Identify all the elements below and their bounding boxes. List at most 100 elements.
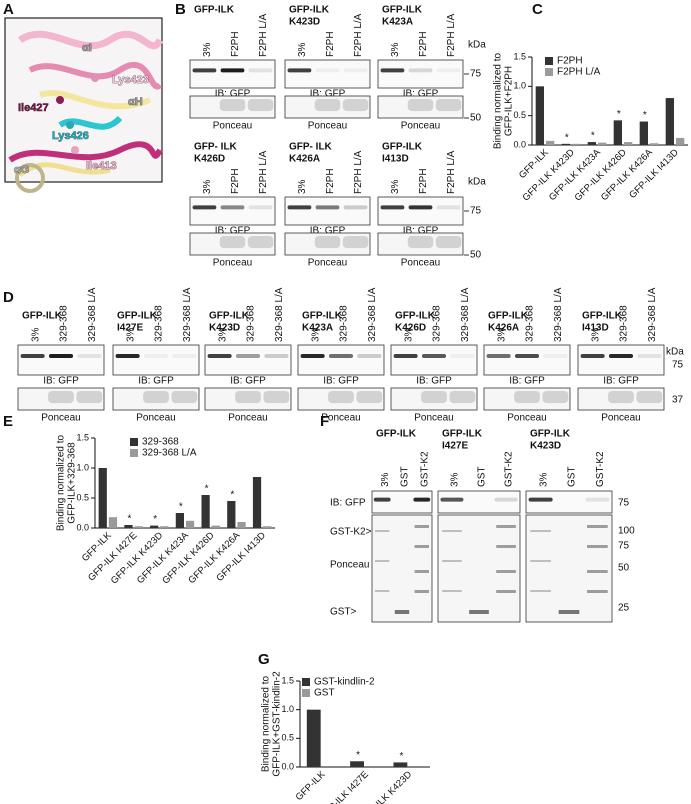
blot-title: GFP- ILK [194,142,238,153]
lane-label: 329-368 [432,305,443,342]
side-label: GST-K2> [330,527,372,538]
blot-band [287,205,312,210]
blot-title: GFP-ILK [289,5,330,16]
ponceau-band [143,391,169,404]
ponceau-band [407,99,434,112]
blot-band [408,205,433,210]
blot-title: K426A [488,323,519,334]
lane-label: 3% [590,327,601,342]
bar [237,522,246,528]
lane-label: 3% [310,327,321,342]
blot-band [248,68,273,73]
blot-title: I413D [582,323,609,334]
lane-label: F2PH L/A [353,150,364,194]
significance-marker: * [399,751,403,762]
ponceau-band [235,391,261,404]
lane-label: F2PH [325,31,336,57]
kda-label: kDa [666,347,684,358]
blot-band [528,497,553,502]
blot-title: K426D [194,154,225,165]
lane-label: GST [567,466,578,487]
ponceau-band [247,236,274,249]
blot-frame [483,344,571,376]
lane-label: 3% [202,179,213,194]
bar [134,526,143,528]
ponceau-frame [525,514,613,623]
blot-band [413,497,431,502]
blot-frame [577,344,665,376]
lane-label: 329-368 L/A [367,287,378,342]
blot-probe: IB: GFP [603,376,639,387]
bar [263,526,272,528]
significance-marker: * [179,502,183,513]
helix-ribbon [58,115,123,130]
bar [186,520,195,528]
blot-band [585,497,610,502]
bar [639,121,648,145]
bar [350,761,364,767]
ponceau-band [414,590,429,593]
lane-label: 329-368 [246,305,257,342]
bar [650,143,659,145]
ponceau-band [587,525,608,528]
lane-label: 3% [202,42,213,57]
mw-marker: 50 [618,563,630,574]
blot-band [436,205,461,210]
ponceau-band [76,391,103,404]
blot-band [287,68,312,73]
y-axis-label: GFP-ILK+F2PH [504,66,515,136]
lane-label: F2PH L/A [446,150,457,194]
blot-frame [112,344,200,376]
y-tick-label: 1.5 [281,675,294,685]
blot-band [315,68,340,73]
lane-label: 3% [380,472,391,487]
bar [150,525,159,528]
y-axis-label: GFP-ILK+GST-kindlin-2 [272,671,283,777]
blot-band [494,497,518,502]
y-tick-label: 0.5 [76,492,89,502]
blot-title: I413D [382,154,409,165]
lane-label: 3% [217,327,228,342]
lane-label: 3% [390,42,401,57]
ponceau-band [421,391,447,404]
mw-marker: 75 [618,498,630,509]
lane-label: 329-368 [339,305,350,342]
blot-band [436,68,461,73]
lane-label: 329-368 L/A [274,287,285,342]
blot-band [248,205,273,210]
bar [665,98,674,145]
blot-title: GFP-ILK [302,311,343,322]
blot-title: K426A [289,154,320,165]
blot-frame [377,59,464,89]
blot-band [143,354,169,358]
bar [598,142,607,145]
blot-title: GFP-ILK [530,429,571,440]
bar [535,86,544,145]
blot-band [357,354,382,358]
blot-probe: IB: GFP [403,226,439,237]
legend-label: 329-368 L/A [142,448,197,459]
lane-label: F2PH [325,168,336,194]
y-axis-label: Binding normalized to [56,434,67,531]
mw-marker: 37 [672,395,684,406]
blot-frame [297,344,385,376]
blot-band [421,354,447,358]
ponceau-band [496,545,516,548]
ponceau-band [342,236,369,249]
helix-ribbon [18,30,164,50]
lane-label: GST-K2 [595,451,606,487]
lane-label: F2PH L/A [446,13,457,57]
helix-end [15,163,45,193]
blot-band [343,205,368,210]
ponceau-band [247,99,274,112]
legend-swatch [545,68,553,76]
stain-label: Ponceau [308,121,347,132]
blot-band [77,354,102,358]
helix-ribbon [18,162,111,177]
y-axis-label: Binding normalized to [261,675,272,772]
bar [306,709,321,767]
blot-frame [189,59,276,89]
legend-label: F2PH [557,56,583,67]
ponceau-band [375,560,390,562]
blot-title: K423A [302,323,333,334]
